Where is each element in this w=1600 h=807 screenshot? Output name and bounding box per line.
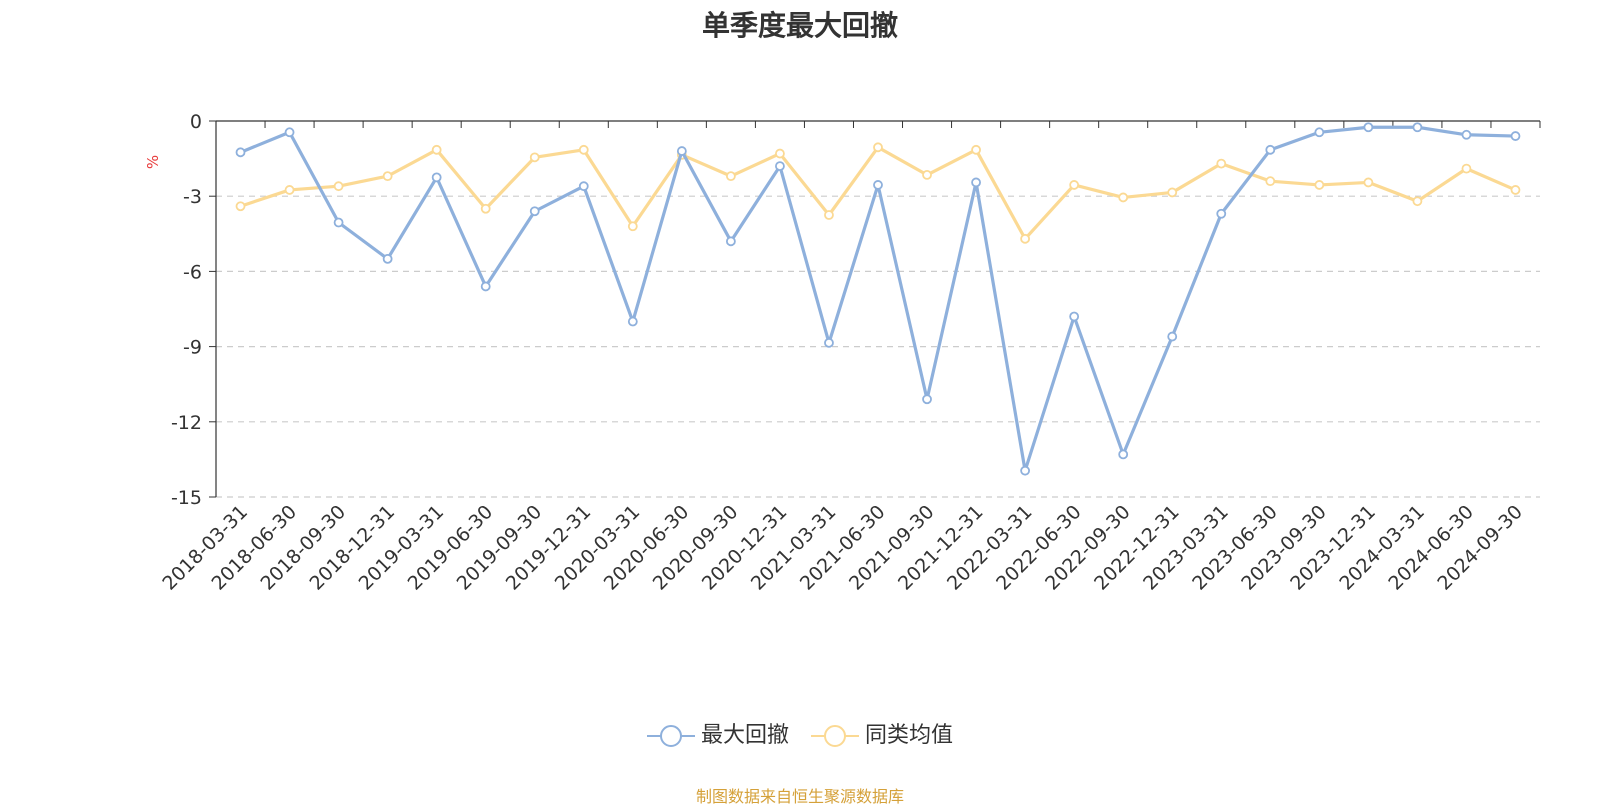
grid-lines [216, 195, 1540, 498]
data-point [873, 180, 883, 190]
data-point [382, 171, 393, 182]
series-line-peer-average [240, 145, 1517, 241]
series-line-max-drawdown [239, 125, 1516, 473]
data-point [1363, 177, 1374, 188]
data-point [627, 221, 638, 232]
data-point [578, 144, 589, 155]
y-tick-label: -15 [171, 487, 202, 509]
data-point [235, 147, 246, 158]
y-tick-label: -12 [171, 412, 202, 434]
data-point [1020, 465, 1031, 476]
data-point [922, 169, 932, 180]
legend-item-peer-average[interactable]: 同类均值 [811, 722, 953, 750]
y-axis-label: % [144, 155, 162, 169]
legend-item-max-drawdown[interactable]: 最大回撤 [646, 722, 789, 750]
data-point [480, 203, 491, 214]
legend-line-circle-icon [811, 725, 859, 747]
data-point [1461, 163, 1472, 174]
legend-label: 同类均值 [865, 723, 954, 748]
legend-line-circle-icon [646, 725, 695, 747]
data-point [1314, 180, 1325, 190]
data-point [971, 144, 981, 155]
data-point [627, 316, 638, 327]
data-point [1167, 331, 1178, 342]
data-point [1265, 144, 1276, 155]
data-point [333, 181, 344, 192]
data-point [284, 185, 295, 195]
data-point [1461, 129, 1472, 140]
data-point [1314, 127, 1325, 138]
data-point [382, 253, 393, 264]
data-point [1069, 311, 1080, 322]
data-point [1216, 158, 1227, 169]
data-point [1020, 233, 1031, 244]
legend: 最大回撤 同类均值 [0, 722, 1600, 750]
data-point [824, 337, 834, 348]
legend-label: 最大回撤 [700, 723, 789, 748]
data-point [284, 127, 295, 138]
data-point [725, 236, 736, 247]
data-point [676, 146, 687, 156]
data-point [775, 148, 785, 159]
data-point [971, 177, 981, 188]
data-point [431, 144, 442, 155]
data-point [1363, 122, 1374, 133]
data-point [480, 281, 491, 292]
data-point [725, 171, 736, 182]
y-tick-label: 0 [190, 111, 202, 133]
data-point [775, 161, 785, 172]
data-point [1118, 192, 1129, 203]
data-point [1118, 449, 1129, 460]
y-tick-label: -6 [183, 261, 202, 283]
data-point [1167, 187, 1178, 198]
y-tick-label: -3 [183, 186, 202, 208]
data-point [333, 217, 344, 228]
series-lines [235, 122, 1521, 476]
data-point [529, 152, 540, 163]
data-point [578, 181, 589, 192]
data-point [1216, 208, 1227, 219]
data-point [1265, 176, 1276, 187]
data-point [922, 394, 932, 405]
data-point [1510, 131, 1521, 141]
data-point [1412, 122, 1423, 133]
data-point [1069, 180, 1080, 190]
chart-title: 单季度最大回撤 [701, 9, 898, 42]
axes [209, 120, 1541, 498]
data-point [235, 201, 246, 212]
data-point [824, 210, 834, 220]
data-point [529, 206, 540, 217]
y-tick-label: -9 [183, 337, 202, 359]
data-point [1510, 185, 1521, 195]
source-note: 制图数据来自恒生聚源数据库 [695, 787, 904, 806]
data-point [431, 172, 442, 183]
data-point [1412, 196, 1423, 207]
data-point [873, 142, 883, 153]
